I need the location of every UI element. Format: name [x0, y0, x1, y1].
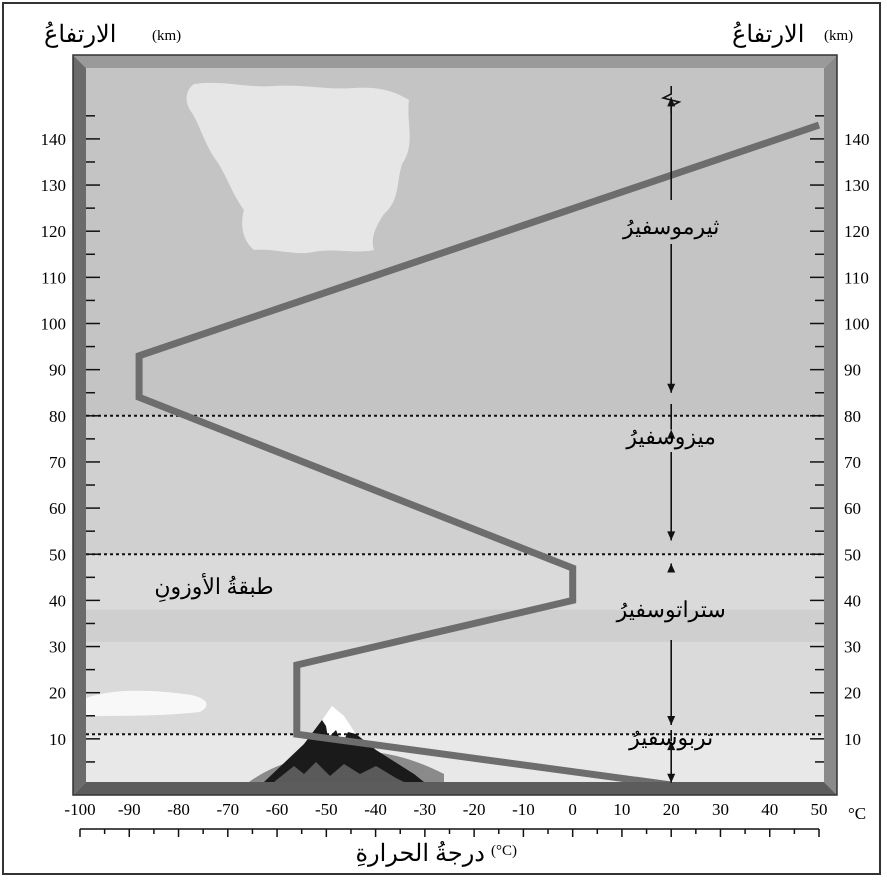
x-tick-label: -90: [118, 800, 141, 819]
x-tick-label: 0: [568, 800, 577, 819]
low-cloud-shape: [86, 690, 207, 716]
frame-left: [73, 55, 86, 795]
y-tick-label-right: 90: [844, 361, 861, 380]
x-tick-label: -10: [512, 800, 535, 819]
x-unit-label: °C: [848, 804, 866, 823]
y-tick-label-left: 140: [41, 130, 67, 149]
y-tick-label-left: 60: [49, 499, 66, 518]
stratosphere-label: ستراتوسفيرُ: [616, 597, 726, 623]
x-tick-label: 50: [811, 800, 828, 819]
y-tick-label-left: 120: [41, 222, 67, 241]
aurora-cloud-shape: [186, 82, 410, 254]
x-tick-label: -80: [167, 800, 190, 819]
y-tick-label-right: 140: [844, 130, 870, 149]
temperature-profile-line: [135, 121, 821, 782]
y-tick-label-right: 30: [844, 638, 861, 657]
y-tick-label-right: 110: [844, 268, 869, 287]
left-y-axis: 10 20 30 40 50 60 70 80 90 100 110 120 130 140: [41, 115, 100, 763]
x-axis: -100 -90 -80 -70 -60 -50 -40 -30 -20 -10 0 10 20 30 40…: [64, 800, 828, 837]
y-tick-label-right: 120: [844, 222, 870, 241]
x-tick-label: -20: [463, 800, 486, 819]
right-axis-title: الارتفاعُ: [732, 22, 804, 48]
y-tick-label-left: 90: [49, 361, 66, 380]
right-y-axis: 10 20 30 40 50 60 70 80 90 100 110 120 130 140: [810, 115, 870, 763]
x-axis-title-unit: (°C): [491, 843, 517, 859]
y-tick-label-right: 80: [844, 407, 861, 426]
mountain-illustration: [249, 706, 444, 782]
y-tick-label-right: 70: [844, 453, 861, 472]
x-tick-label: -40: [364, 800, 387, 819]
y-tick-label-left: 10: [49, 730, 66, 749]
layer-arrows: [660, 86, 682, 783]
y-tick-label-left: 80: [49, 407, 66, 426]
frame-bottom: [73, 782, 837, 795]
y-tick-label-right: 40: [844, 591, 861, 610]
y-tick-label-right: 50: [844, 545, 861, 564]
x-tick-label: 30: [712, 800, 729, 819]
frame-right: [824, 55, 837, 795]
frame-top: [73, 55, 837, 68]
y-tick-label-left: 20: [49, 684, 66, 703]
y-tick-label-right: 100: [844, 315, 870, 334]
y-tick-label-right: 130: [844, 176, 870, 195]
x-tick-label: 40: [761, 800, 778, 819]
y-tick-label-left: 40: [49, 591, 66, 610]
y-tick-label-left: 50: [49, 545, 66, 564]
right-axis-unit: (km): [824, 28, 853, 44]
arrow-head-up: [667, 741, 676, 751]
y-tick-label-right: 10: [844, 730, 861, 749]
left-axis-unit: (km): [152, 28, 181, 44]
frame-outline: [72, 54, 838, 796]
y-tick-label-left: 70: [49, 453, 66, 472]
arrow-head-down: [667, 383, 676, 393]
arrow-head-down: [667, 531, 676, 541]
axis-break-symbol: [660, 86, 682, 114]
mesosphere-label: ميزوسفيرُ: [625, 424, 716, 450]
x-tick-label: -50: [315, 800, 338, 819]
arrow-head-down: [667, 716, 676, 726]
y-tick-label-left: 130: [41, 176, 67, 195]
y-tick-label-left: 30: [49, 638, 66, 657]
x-axis-title: درجةُ الحرارةِ: [355, 841, 485, 867]
x-tick-label: -60: [266, 800, 289, 819]
y-tick-label-left: 100: [41, 315, 67, 334]
x-tick-label: -30: [414, 800, 437, 819]
y-tick-label-right: 60: [844, 499, 861, 518]
arrow-head-down: [667, 773, 676, 783]
mesosphere-band: [86, 415, 824, 555]
x-tick-label: 10: [613, 800, 630, 819]
x-tick-label: 20: [663, 800, 680, 819]
x-tick-label: -100: [64, 800, 95, 819]
troposphere-label: تربوسفيرُ: [628, 725, 713, 751]
ozone-layer-label: طبقةُ الأوزونِ: [154, 572, 273, 603]
arrow-head-up: [667, 429, 676, 439]
y-tick-label-right: 20: [844, 684, 861, 703]
x-tick-label: -70: [216, 800, 239, 819]
thermosphere-label: ثيرموسفيرُ: [622, 214, 719, 240]
y-tick-label-left: 110: [41, 268, 66, 287]
stratosphere-band: [86, 554, 824, 735]
arrow-head-up: [667, 563, 676, 573]
atmosphere-temperature-diagram: ثيرموسفيرُ ميزوسفيرُ ستراتوسفيرُ تربوسفي…: [41, 22, 870, 867]
left-axis-title: الارتفاعُ: [44, 22, 116, 48]
